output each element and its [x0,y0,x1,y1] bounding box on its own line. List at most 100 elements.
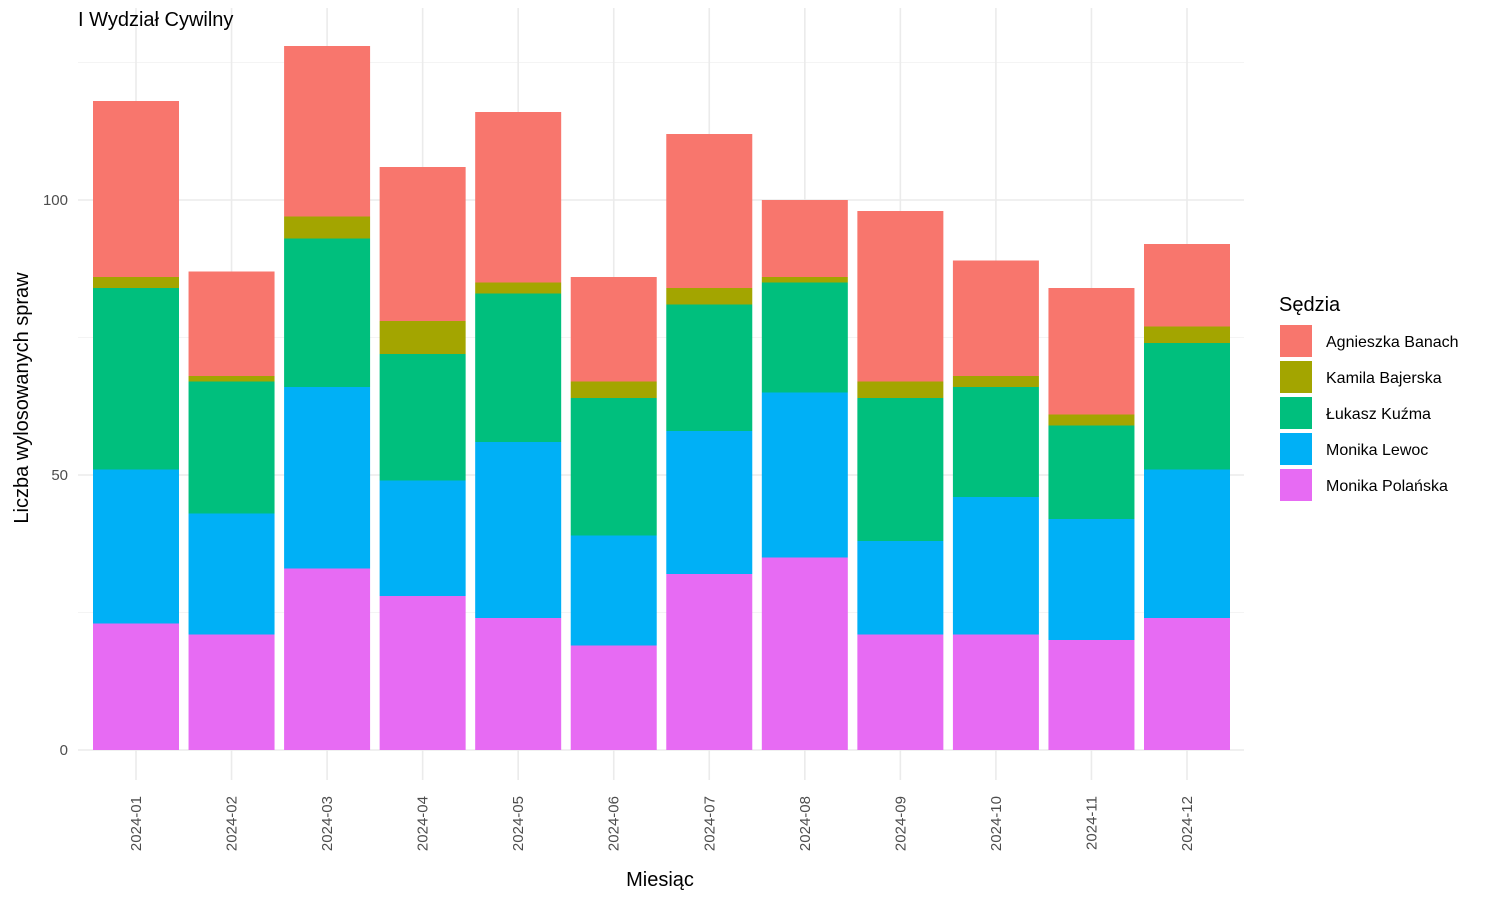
legend-label: Łukasz Kuźma [1326,406,1431,423]
bar-segment [570,277,657,382]
x-tick-label: 2024-06 [606,796,623,851]
bar-segment [93,623,179,750]
y-axis-title: Liczba wylosowanych spraw [11,272,33,524]
legend-title: Sędzia [1279,294,1341,316]
bar-segment [93,469,179,624]
bar-stack-2024-04 [379,167,466,750]
bar-segment [1144,469,1230,618]
legend-swatch [1280,469,1312,501]
bar-segment [761,282,848,393]
bar-segment [1048,414,1135,426]
y-tick-label: 50 [51,467,68,484]
x-tick-label: 2024-05 [510,796,527,851]
legend-swatch [1280,361,1312,393]
legend-label: Monika Lewoc [1326,442,1428,459]
bar-segment [761,277,848,283]
bar-segment [284,238,371,387]
legend-item: Agnieszka Banach [1280,325,1459,357]
legend-item: Monika Lewoc [1280,433,1428,465]
bar-segment [952,260,1039,376]
bar-stack-2024-03 [284,46,371,750]
bar-segment [475,112,562,283]
bar-segment [666,304,753,431]
x-tick-label: 2024-03 [319,796,336,851]
bar-segment [379,321,466,354]
bar-segment [570,535,657,646]
legend-item: Kamila Bajerska [1280,361,1442,393]
bar-segment [1144,244,1230,327]
x-axis-title: Miesiąc [626,869,694,891]
bar-segment [952,497,1039,635]
legend-swatch [1280,325,1312,357]
x-tick-label: 2024-07 [701,796,718,851]
bar-segment [952,387,1039,497]
bar-segment [666,134,753,288]
bar-segment [1048,425,1135,519]
legend-label: Monika Polańska [1326,478,1448,495]
bar-segment [857,541,944,635]
bar-segment [666,288,753,305]
bar-segment [475,618,562,750]
bar-segment [475,442,562,618]
bar-segment [1048,288,1135,415]
bar-segment [188,381,275,514]
bar-stack-2024-06 [570,277,657,750]
bar-segment [379,354,466,481]
x-tick-label: 2024-10 [988,796,1005,851]
bar-segment [570,398,657,536]
bar-segment [93,288,179,470]
bar-segment [857,381,944,398]
legend-item: Łukasz Kuźma [1280,397,1431,429]
bar-segment [1144,326,1230,343]
x-tick-label: 2024-09 [892,796,909,851]
bar-segment [379,596,466,750]
bar-segment [93,277,179,288]
bar-segment [570,645,657,750]
y-tick-label: 0 [60,742,68,759]
bars [93,46,1230,750]
bar-segment [284,46,371,217]
bar-segment [188,513,275,635]
bar-segment [379,480,466,596]
bar-segment [857,211,944,382]
bar-segment [93,101,179,277]
bar-stack-2024-12 [1144,244,1230,750]
bar-segment [1048,640,1135,750]
bar-stack-2024-11 [1048,288,1135,750]
x-tick-label: 2024-08 [797,796,814,851]
y-tick-label: 100 [43,192,68,209]
bar-segment [666,431,753,574]
bar-stack-2024-09 [857,211,944,750]
bar-segment [188,376,275,382]
bar-segment [188,634,275,750]
x-tick-label: 2024-01 [128,796,145,851]
x-tick-label: 2024-04 [415,796,432,851]
legend: Sędzia Agnieszka Banach Kamila Bajerska Łu… [1279,294,1459,501]
bar-segment [857,634,944,750]
legend-swatch [1280,433,1312,465]
bar-stack-2024-05 [475,112,562,750]
x-tick-label: 2024-12 [1179,796,1196,851]
legend-item: Monika Polańska [1280,469,1448,501]
bar-segment [1144,618,1230,750]
bar-stack-2024-07 [666,134,753,750]
bar-segment [857,398,944,541]
bar-segment [570,381,657,398]
bar-stack-2024-01 [93,101,179,750]
bar-segment [475,282,562,294]
bar-segment [1048,519,1135,640]
legend-label: Kamila Bajerska [1326,370,1442,387]
legend-swatch [1280,397,1312,429]
bar-segment [284,387,371,569]
bar-segment [1144,343,1230,470]
legend-items: Agnieszka Banach Kamila Bajerska Łukasz Ku… [1280,325,1459,501]
bar-segment [666,574,753,750]
chart-title: I Wydział Cywilny [78,9,233,31]
bar-segment [284,216,371,239]
bar-segment [284,568,371,750]
bar-segment [188,271,275,376]
bar-segment [952,376,1039,387]
bar-segment [475,293,562,442]
